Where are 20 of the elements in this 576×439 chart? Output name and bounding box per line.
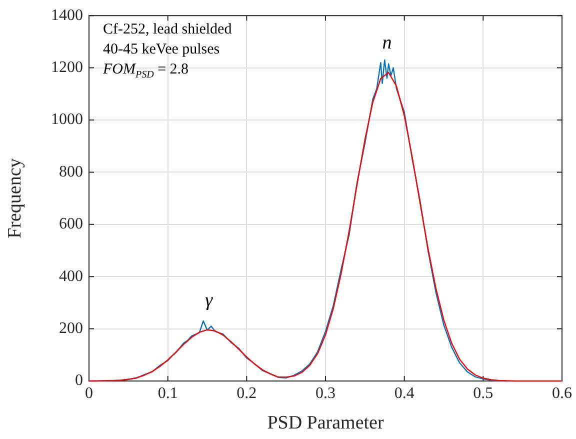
y-tick-label: 1200 — [51, 59, 83, 76]
x-axis-title: PSD Parameter — [267, 412, 384, 434]
annotation: Cf-252, lead shielded — [103, 22, 232, 38]
x-tick-label: 0.6 — [552, 384, 572, 402]
y-axis-title: Frequency — [4, 158, 26, 238]
x-tick-label: 0.2 — [236, 384, 257, 402]
y-tick-label: 1400 — [51, 6, 83, 24]
x-tick-label: 0.3 — [316, 384, 336, 402]
y-tick-label: 600 — [59, 216, 83, 233]
y-tick-label: 0 — [75, 372, 83, 390]
x-tick-label: 0.4 — [394, 384, 414, 402]
annotation: n — [382, 32, 392, 54]
annotation: γ — [205, 290, 214, 311]
y-tick-label: 1000 — [51, 111, 83, 128]
x-tick-label: 0.1 — [158, 384, 178, 402]
annotation: 40-45 keVee pulses — [103, 42, 220, 58]
y-tick-label: 400 — [59, 268, 83, 285]
y-tick-label: 200 — [59, 320, 83, 338]
y-tick-label: 800 — [59, 163, 83, 180]
x-tick-label: 0.5 — [473, 384, 494, 402]
